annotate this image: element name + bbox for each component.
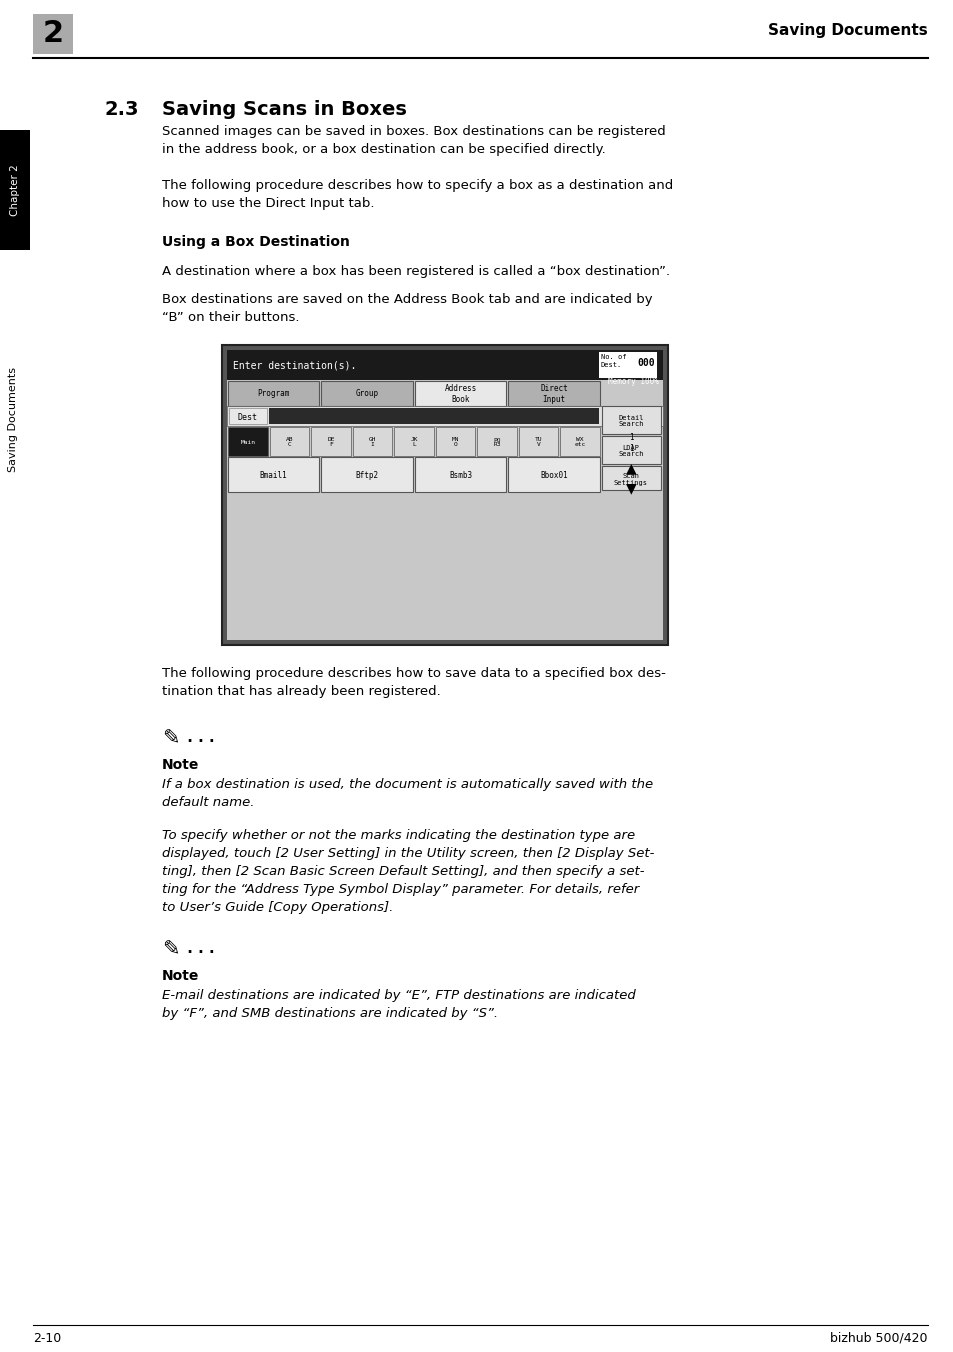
Bar (33, 14, 73, 54)
Text: Scan
Settings: Scan Settings (614, 472, 647, 485)
Text: ✎: ✎ (162, 727, 179, 748)
Text: Saving Documents: Saving Documents (767, 23, 927, 38)
Bar (518, 427, 558, 456)
Text: 1
1: 1 1 (628, 433, 633, 453)
Text: default name.: default name. (162, 796, 254, 808)
Text: Dest.: Dest. (600, 362, 621, 368)
Bar (229, 408, 267, 425)
Bar (227, 350, 662, 639)
Text: Memory 100%: Memory 100% (607, 377, 659, 387)
Bar (228, 457, 319, 492)
Text: A destination where a box has been registered is called a “box destination”.: A destination where a box has been regis… (162, 265, 669, 279)
Text: WX
etc: WX etc (574, 437, 585, 448)
Bar (227, 492, 600, 639)
Text: TU
V: TU V (535, 437, 542, 448)
Text: ▼: ▼ (625, 481, 636, 495)
Text: in the address book, or a box destination can be specified directly.: in the address book, or a box destinatio… (162, 143, 605, 155)
Bar (600, 380, 662, 406)
Bar (601, 406, 660, 434)
Text: how to use the Direct Input tab.: how to use the Direct Input tab. (162, 197, 375, 210)
Text: bizhub 500/420: bizhub 500/420 (830, 1332, 927, 1344)
Text: Chapter 2: Chapter 2 (10, 164, 20, 216)
Text: LDAP
Search: LDAP Search (618, 445, 643, 457)
Bar (601, 466, 660, 489)
Bar (598, 352, 657, 379)
Bar (269, 408, 598, 425)
Text: to User’s Guide [Copy Operations].: to User’s Guide [Copy Operations]. (162, 900, 393, 914)
Text: Enter destination(s).: Enter destination(s). (233, 361, 356, 370)
Bar (353, 427, 392, 456)
Text: by “F”, and SMB destinations are indicated by “S”.: by “F”, and SMB destinations are indicat… (162, 1007, 497, 1019)
Text: ✎: ✎ (162, 940, 179, 959)
Bar (270, 427, 309, 456)
Text: Scanned images can be saved in boxes. Box destinations can be registered: Scanned images can be saved in boxes. Bo… (162, 124, 665, 138)
Text: E-mail destinations are indicated by “E”, FTP destinations are indicated: E-mail destinations are indicated by “E”… (162, 990, 635, 1002)
Text: AB
C: AB C (285, 437, 293, 448)
Text: ting for the “Address Type Symbol Display” parameter. For details, refer: ting for the “Address Type Symbol Displa… (162, 883, 639, 896)
Text: 2.3: 2.3 (105, 100, 139, 119)
Text: Main: Main (240, 439, 255, 445)
Text: The following procedure describes how to save data to a specified box des-: The following procedure describes how to… (162, 667, 665, 680)
Text: GH
I: GH I (368, 437, 375, 448)
Text: . . .: . . . (182, 730, 214, 745)
Text: Bbox01: Bbox01 (539, 470, 568, 480)
Text: To specify whether or not the marks indicating the destination type are: To specify whether or not the marks indi… (162, 829, 635, 842)
Text: Detail
Search: Detail Search (618, 415, 643, 427)
Text: Box destinations are saved on the Address Book tab and are indicated by: Box destinations are saved on the Addres… (162, 293, 652, 306)
Text: PQ
R3: PQ R3 (493, 437, 500, 448)
Bar (415, 381, 506, 406)
Text: DE
F: DE F (327, 437, 335, 448)
Bar (0, 130, 30, 250)
Text: Saving Scans in Boxes: Saving Scans in Boxes (162, 100, 406, 119)
Bar (311, 427, 351, 456)
Bar (228, 427, 267, 456)
Text: Direct
Input: Direct Input (539, 384, 568, 404)
Text: displayed, touch [2 User Setting] in the Utility screen, then [2 Display Set-: displayed, touch [2 User Setting] in the… (162, 846, 654, 860)
Text: Address
Book: Address Book (444, 384, 476, 404)
Text: 2-10: 2-10 (33, 1332, 61, 1344)
Bar (227, 350, 662, 380)
Text: 2: 2 (42, 19, 64, 49)
Bar (394, 427, 434, 456)
Text: Program: Program (257, 389, 290, 399)
Bar (436, 427, 475, 456)
Bar (222, 345, 667, 645)
Bar (508, 457, 599, 492)
Bar (415, 457, 506, 492)
Text: 000: 000 (637, 358, 655, 368)
Text: Note: Note (162, 969, 199, 983)
Text: The following procedure describes how to specify a box as a destination and: The following procedure describes how to… (162, 178, 673, 192)
Bar (508, 381, 599, 406)
Text: MN
O: MN O (452, 437, 458, 448)
Bar (559, 427, 599, 456)
Text: ting], then [2 Scan Basic Screen Default Setting], and then specify a set-: ting], then [2 Scan Basic Screen Default… (162, 865, 644, 877)
Bar (476, 427, 517, 456)
Text: Saving Documents: Saving Documents (8, 368, 18, 472)
Text: Bsmb3: Bsmb3 (449, 470, 472, 480)
Text: “B” on their buttons.: “B” on their buttons. (162, 311, 299, 324)
Bar (321, 381, 413, 406)
Text: Bftp2: Bftp2 (355, 470, 378, 480)
Text: Using a Box Destination: Using a Box Destination (162, 235, 350, 249)
Text: If a box destination is used, the document is automatically saved with the: If a box destination is used, the docume… (162, 777, 653, 791)
Text: . . .: . . . (182, 941, 214, 956)
Text: No. of: No. of (600, 354, 626, 360)
Text: ▲: ▲ (625, 461, 636, 475)
Text: Dest: Dest (237, 412, 257, 422)
Text: Note: Note (162, 758, 199, 772)
Text: Bmail1: Bmail1 (259, 470, 287, 480)
Bar (321, 457, 413, 492)
Bar (601, 435, 660, 464)
Bar (228, 381, 319, 406)
Text: JK
L: JK L (410, 437, 417, 448)
Text: tination that has already been registered.: tination that has already been registere… (162, 685, 440, 698)
Bar (227, 406, 662, 426)
Text: Group: Group (355, 389, 378, 399)
